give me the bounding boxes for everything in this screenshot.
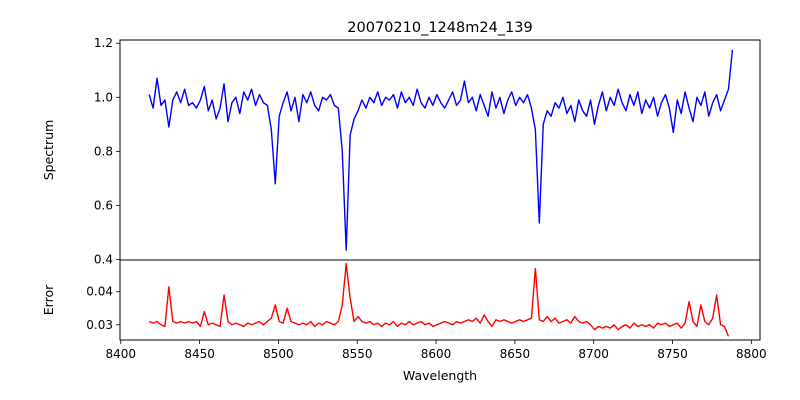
x-tick-label: 8550 (342, 347, 373, 361)
spectrum-axes-frame (119, 39, 761, 261)
spectrum-panel: 0.4 0.6 0.8 1.0 1.2 (94, 36, 761, 266)
x-tick-label: 8650 (500, 347, 531, 361)
chart-title: 20070210_1248m24_139 (347, 20, 532, 36)
x-axis: 8400 8450 8500 8550 8600 8650 8700 8750 8800 (106, 340, 767, 361)
x-tick-label: 8400 (106, 347, 137, 361)
spectrum-series-line (148, 49, 734, 251)
x-tick-label: 8700 (578, 347, 609, 361)
spectrum-y-tick-label: 0.8 (94, 144, 113, 158)
spectrum-y-tick-label: 0.4 (94, 252, 113, 266)
error-panel: 0.03 0.04 (86, 259, 761, 341)
y-axis-label-error: Error (41, 284, 56, 315)
spectrum-y-tick-label: 1.0 (94, 90, 113, 104)
x-tick-label: 8750 (657, 347, 688, 361)
spectrum-y-tick-label: 1.2 (94, 36, 113, 50)
x-tick-label: 8450 (184, 347, 215, 361)
spectrum-y-tick-label: 0.6 (94, 198, 113, 212)
y-axis-label-spectrum: Spectrum (41, 120, 56, 181)
x-tick-label: 8600 (421, 347, 452, 361)
error-y-tick-label: 0.03 (86, 318, 113, 332)
error-y-tick-label: 0.04 (86, 285, 113, 299)
x-axis-label: Wavelength (403, 368, 477, 383)
x-tick-label: 8500 (263, 347, 294, 361)
error-series-line (148, 262, 730, 337)
x-tick-label: 8800 (736, 347, 767, 361)
error-axes-frame (119, 259, 761, 341)
